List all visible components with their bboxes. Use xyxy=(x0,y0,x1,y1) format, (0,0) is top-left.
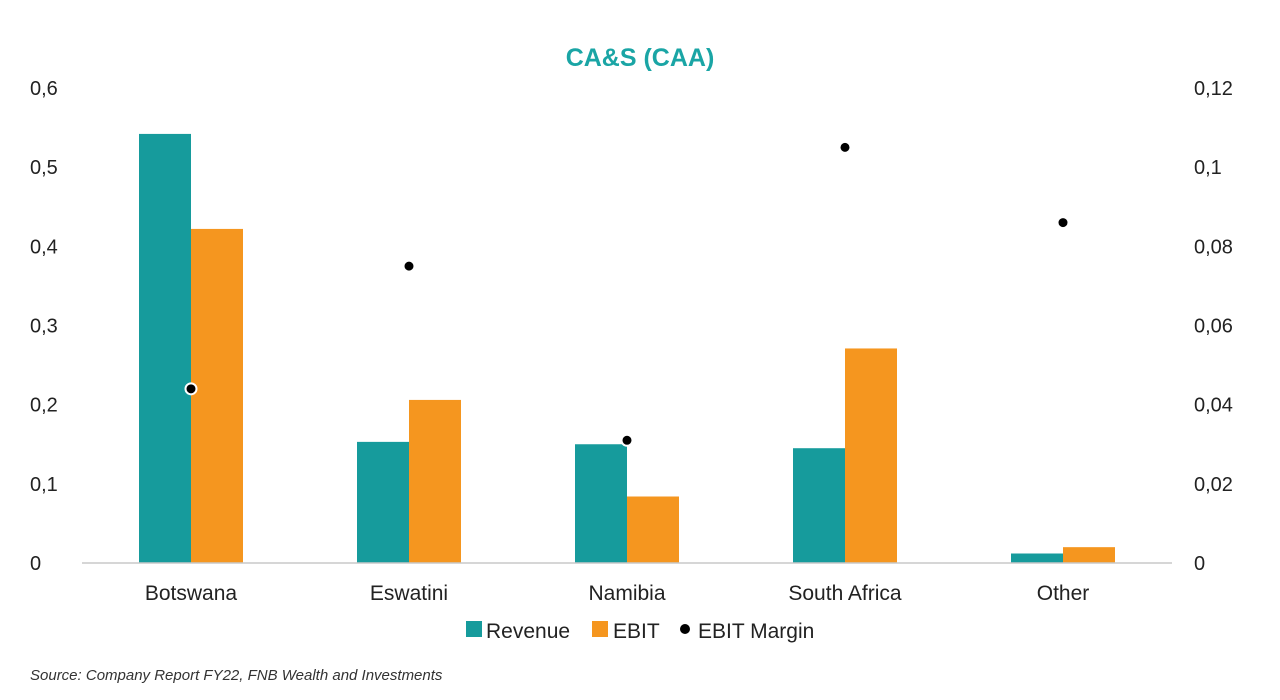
bar-revenue-south-africa xyxy=(793,448,845,563)
y-tick-label: 0 xyxy=(30,553,41,575)
legend-label-margin: EBIT Margin xyxy=(698,620,814,643)
bar-revenue-eswatini xyxy=(357,441,409,563)
legend-marker-margin xyxy=(680,624,690,634)
y-tick-label: 0,5 xyxy=(30,157,58,179)
bars xyxy=(139,133,1115,563)
point-margin-other xyxy=(1056,216,1070,230)
margin-points xyxy=(184,140,1070,447)
x-axis: Botswana Eswatini Namibia South Africa Other xyxy=(145,582,1089,605)
bar-ebit-other xyxy=(1063,547,1115,563)
right-axis: 0 0,02 0,04 0,06 0,08 0,1 0,12 xyxy=(1194,78,1233,575)
bar-ebit-eswatini xyxy=(409,399,461,563)
bar-revenue-botswana xyxy=(139,133,191,563)
y2-tick-label: 0,04 xyxy=(1194,395,1233,417)
x-tick-label: Other xyxy=(1037,582,1090,605)
y-tick-label: 0,6 xyxy=(30,78,58,100)
x-tick-label: South Africa xyxy=(788,582,902,605)
source-note: Source: Company Report FY22, FNB Wealth … xyxy=(30,667,443,684)
bar-ebit-botswana xyxy=(191,228,243,563)
legend: Revenue EBIT EBIT Margin xyxy=(466,620,814,643)
bar-revenue-other xyxy=(1011,553,1063,563)
y-tick-label: 0,1 xyxy=(30,474,58,496)
legend-label-ebit: EBIT xyxy=(613,620,660,643)
bar-ebit-namibia xyxy=(627,496,679,563)
y2-tick-label: 0,12 xyxy=(1194,78,1233,100)
chart-title: CA&S (CAA) xyxy=(566,44,715,72)
bar-revenue-namibia xyxy=(575,444,627,563)
x-tick-label: Eswatini xyxy=(370,582,448,605)
legend-label-revenue: Revenue xyxy=(486,620,570,643)
x-tick-label: Botswana xyxy=(145,582,238,605)
y2-tick-label: 0,02 xyxy=(1194,474,1233,496)
left-axis: 0 0,1 0,2 0,3 0,4 0,5 0,6 xyxy=(30,78,58,575)
y-tick-label: 0,2 xyxy=(30,395,58,417)
point-margin-south-africa xyxy=(838,140,852,154)
legend-swatch-revenue xyxy=(466,621,482,637)
y2-tick-label: 0 xyxy=(1194,553,1205,575)
legend-swatch-ebit xyxy=(592,621,608,637)
point-margin-eswatini xyxy=(402,259,416,273)
bar-ebit-south-africa xyxy=(845,348,897,563)
y2-tick-label: 0,1 xyxy=(1194,157,1222,179)
point-margin-namibia xyxy=(620,433,634,447)
y-tick-label: 0,4 xyxy=(30,236,58,258)
point-margin-botswana xyxy=(184,382,198,396)
y2-tick-label: 0,08 xyxy=(1194,236,1233,258)
y2-tick-label: 0,06 xyxy=(1194,316,1233,338)
x-tick-label: Namibia xyxy=(588,582,665,605)
y-tick-label: 0,3 xyxy=(30,316,58,338)
